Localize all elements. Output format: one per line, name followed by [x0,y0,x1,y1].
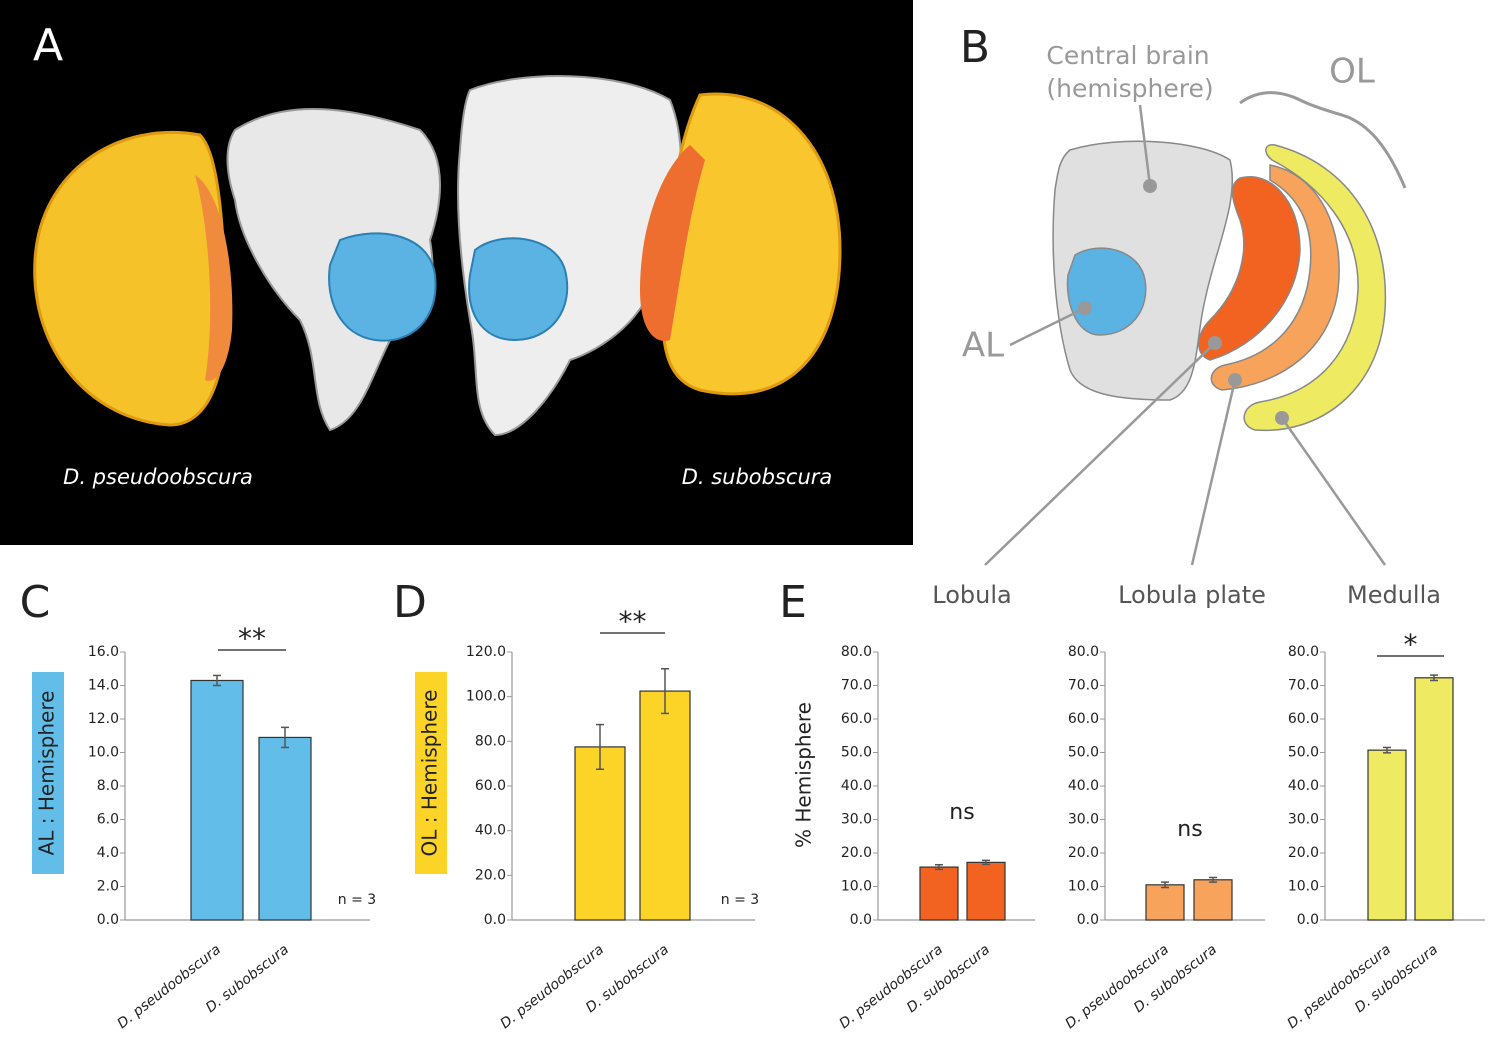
y-tick-label: 30.0 [1288,812,1319,828]
bar [1193,879,1233,921]
x-tick-label: D. subobscura [1131,942,1220,1016]
diagram-label: Medulla [1347,581,1441,609]
x-tick-label: D. subobscura [904,942,993,1016]
y-tick-label: 40.0 [1068,778,1099,794]
y-tick-label: 10.0 [841,879,872,895]
significance-label: * [1404,628,1418,661]
y-tick-label: 80.0 [1068,644,1099,660]
y-tick-label: 80.0 [841,644,872,660]
bar [190,679,244,921]
y-tick-label: 12.0 [88,711,119,727]
significance-label: ns [949,800,974,825]
y-tick-label: 2.0 [97,879,119,895]
y-tick-label: 20.0 [1068,845,1099,861]
bar [639,690,691,921]
y-tick-label: 10.0 [88,745,119,761]
y-tick-label: 6.0 [97,812,119,828]
y-tick-label: 80.0 [1288,644,1319,660]
bar [919,866,959,921]
panel-label: B [960,22,990,73]
significance-label: ** [619,605,647,638]
significance-label: ** [238,622,266,655]
y-tick-label: 20.0 [475,867,506,883]
y-tick-label: 10.0 [1068,879,1099,895]
bar [1414,677,1454,921]
sample-size: n = 3 [338,892,376,908]
y-tick-label: 14.0 [88,678,119,694]
diagram-label: (hemisphere) [1046,74,1213,103]
y-tick-label: 50.0 [841,745,872,761]
bar [574,746,626,921]
panel-label: C [20,577,51,628]
x-tick-label: D. pseudoobscura [114,942,223,1032]
y-tick-label: 60.0 [1288,711,1319,727]
y-tick-label: 120.0 [466,644,506,660]
y-tick-label: 8.0 [97,778,119,794]
y-tick-label: 40.0 [475,823,506,839]
y-tick-label: 70.0 [841,678,872,694]
y-tick-label: 50.0 [1288,745,1319,761]
ylabel-box [415,672,447,874]
brain-render [33,75,842,437]
y-tick-label: 70.0 [1288,678,1319,694]
x-tick-label: D. pseudoobscura [497,942,606,1032]
y-tick-label: 0.0 [850,912,872,928]
y-tick-label: 20.0 [1288,845,1319,861]
bar [1145,884,1185,921]
y-tick-label: 60.0 [475,778,506,794]
y-tick-label: 0.0 [97,912,119,928]
bar [1367,749,1407,921]
y-tick-label: 50.0 [1068,745,1099,761]
y-tick-label: 0.0 [484,912,506,928]
y-tick-label: 70.0 [1068,678,1099,694]
diagram-label: AL [962,326,1004,366]
y-tick-label: 16.0 [88,644,119,660]
diagram-label: Lobula [932,581,1011,609]
y-axis-label: OL : Hemisphere [418,690,442,857]
significance-label: ns [1177,817,1202,842]
bar [258,736,312,921]
species-label: D. pseudoobscura [63,465,253,489]
panel-label: E [779,577,807,628]
diagram-label: Lobula plate [1118,581,1266,609]
ylabel-box [32,672,64,874]
diagram-label: Central brain [1046,41,1209,70]
y-tick-label: 20.0 [841,845,872,861]
y-tick-label: 40.0 [841,778,872,794]
y-tick-label: 4.0 [97,845,119,861]
bar [966,861,1006,921]
x-tick-label: D. subobscura [1352,942,1441,1016]
panel-label: A [33,20,63,71]
diagram-label: OL [1329,52,1375,92]
y-tick-label: 0.0 [1077,912,1099,928]
y-tick-label: 80.0 [475,733,506,749]
y-axis-label: % Hemisphere [792,702,816,848]
y-tick-label: 10.0 [1288,879,1319,895]
y-tick-label: 40.0 [1288,778,1319,794]
y-tick-label: 30.0 [1068,812,1099,828]
y-tick-label: 60.0 [1068,711,1099,727]
y-tick-label: 30.0 [841,812,872,828]
y-tick-label: 100.0 [466,689,506,705]
panel-label: D [393,577,427,628]
y-axis-label: AL : Hemisphere [35,691,59,856]
sample-size: n = 3 [721,892,759,908]
brain-diagram [984,91,1407,566]
y-tick-label: 60.0 [841,711,872,727]
y-tick-label: 0.0 [1297,912,1319,928]
species-label: D. subobscura [682,465,833,489]
